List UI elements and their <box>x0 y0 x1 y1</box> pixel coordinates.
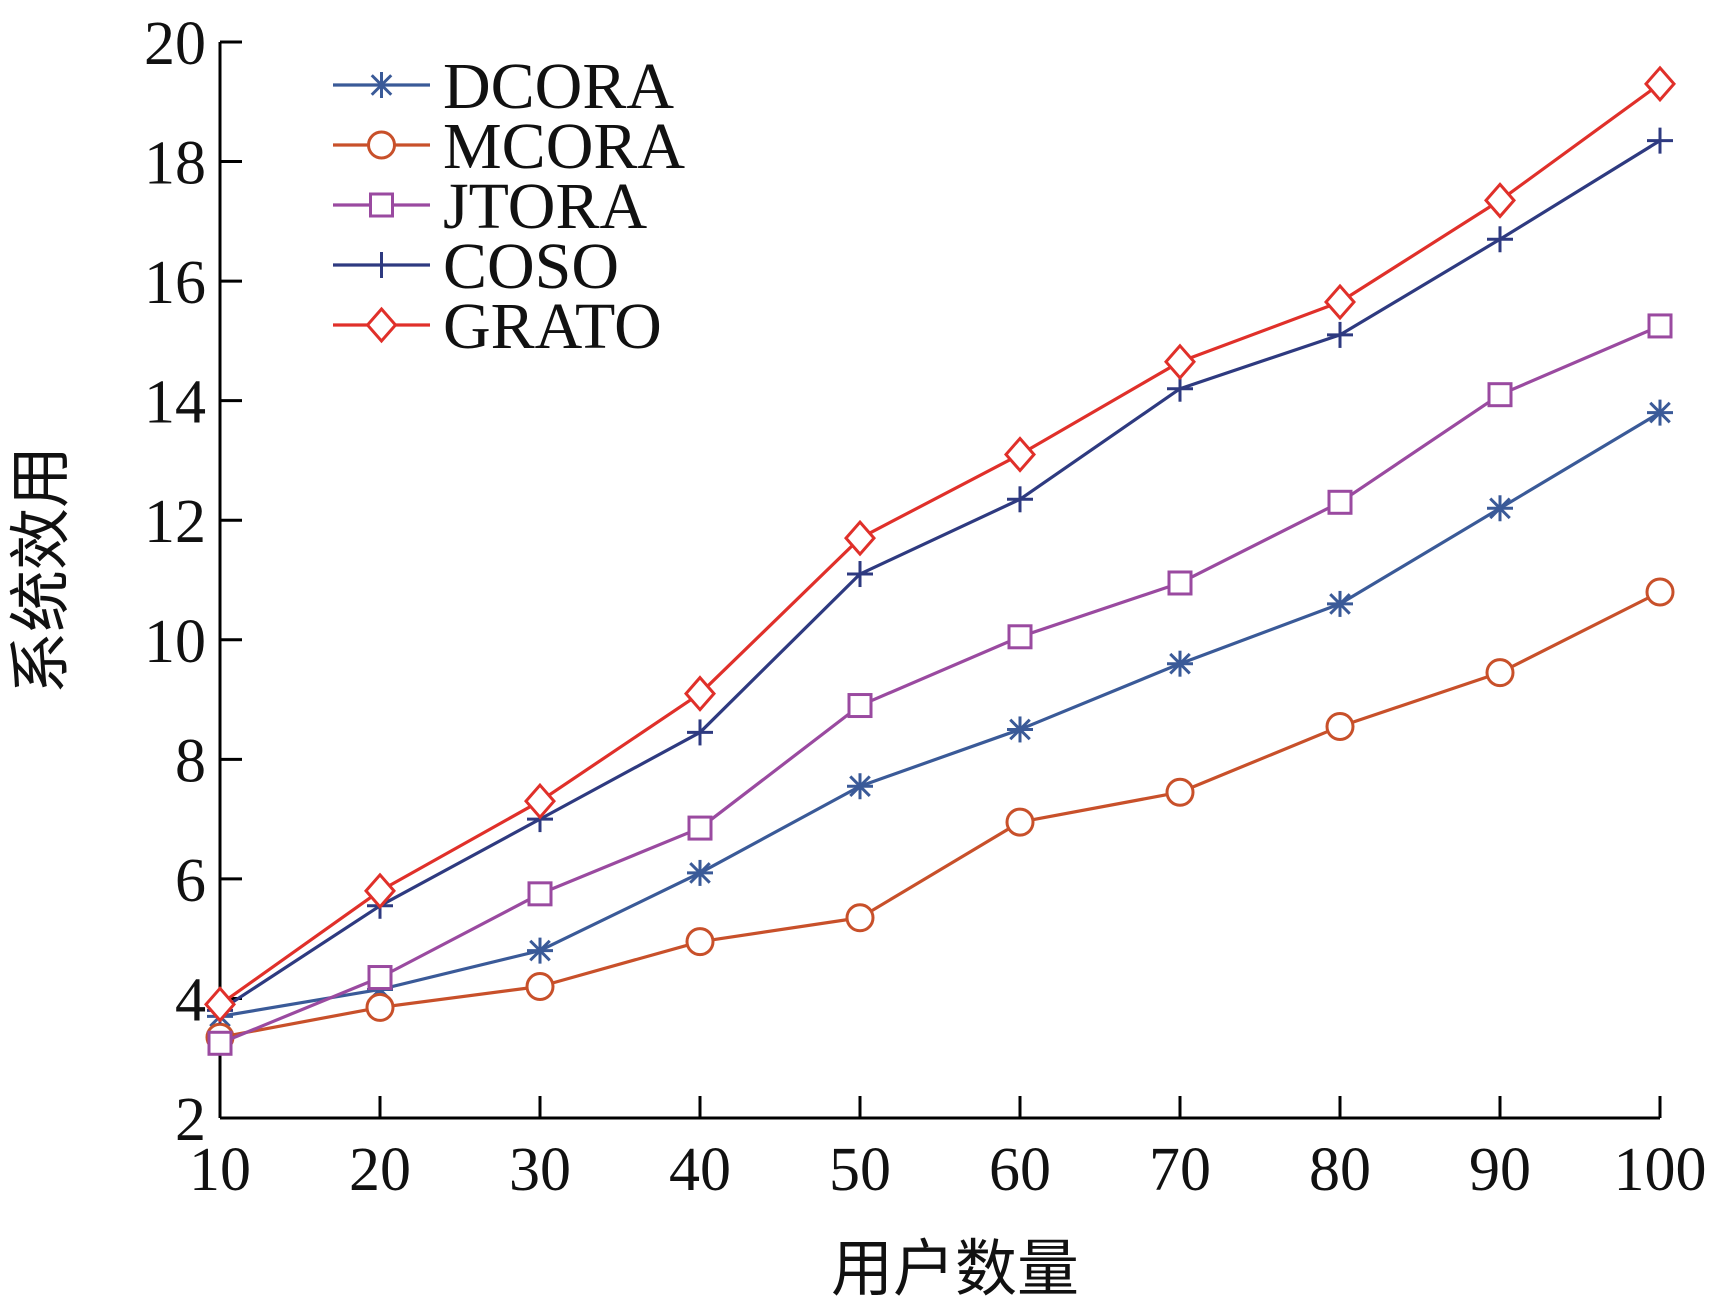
series-line-mcora <box>219 590 1661 1039</box>
y-tick-label: 10 <box>144 608 206 676</box>
y-tick-label: 8 <box>175 727 206 795</box>
data-point-grato <box>1324 283 1356 321</box>
data-point-dcora <box>1487 495 1513 522</box>
data-point-grato <box>1004 436 1036 473</box>
legend-label-jtora: JTORA <box>443 170 647 243</box>
y-tick-label: 18 <box>144 130 206 198</box>
data-point-jtora <box>527 881 553 907</box>
x-tick-label: 100 <box>1614 1136 1707 1204</box>
y-tick-label: 4 <box>175 966 206 1034</box>
data-point-dcora <box>1167 650 1193 677</box>
data-point-jtora <box>367 965 393 991</box>
y-tick-label: 6 <box>175 847 206 915</box>
x-tick-label: 30 <box>509 1136 571 1204</box>
y-tick-label: 2 <box>175 1086 206 1154</box>
legend-label-coso: COSO <box>443 230 619 303</box>
x-tick-label: 10 <box>189 1136 251 1204</box>
y-axis-label: 系统效用 <box>4 446 77 694</box>
data-point-grato <box>684 675 716 712</box>
data-point-grato <box>364 872 396 910</box>
data-point-coso <box>1647 127 1673 154</box>
data-point-coso <box>847 561 873 588</box>
x-tick-label: 40 <box>669 1136 731 1204</box>
data-point-mcora <box>1005 807 1035 837</box>
data-point-mcora <box>845 903 875 933</box>
data-point-grato <box>844 519 876 557</box>
data-point-mcora <box>1485 658 1515 688</box>
x-axis-label: 用户数量 <box>831 1232 1079 1302</box>
y-tick-label: 14 <box>144 369 206 437</box>
x-tick-label: 20 <box>349 1136 411 1204</box>
data-point-mcora <box>365 992 395 1022</box>
data-point-dcora <box>1327 590 1353 617</box>
data-point-jtora <box>687 815 713 841</box>
data-point-grato <box>204 986 236 1023</box>
axes: 2 4 6 8 10 12 14 16 18 20 10 20 30 40 50 60 70 80 90 100 <box>144 10 1707 1204</box>
data-point-jtora <box>207 1030 233 1056</box>
data-point-jtora <box>1487 382 1513 408</box>
data-point-dcora <box>1647 399 1673 426</box>
x-tick-label: 90 <box>1469 1136 1531 1204</box>
data-point-jtora <box>1327 489 1353 515</box>
legend-marker-dcora <box>368 72 395 98</box>
x-tick-label: 70 <box>1149 1136 1211 1204</box>
data-point-grato <box>524 782 556 820</box>
legend-label-mcora: MCORA <box>443 110 685 183</box>
legend-marker-grato <box>365 306 398 344</box>
data-point-grato <box>1484 182 1516 219</box>
data-point-dcora <box>847 773 873 800</box>
series-line-coso <box>219 139 1661 1012</box>
x-tick-label: 50 <box>829 1136 891 1204</box>
data-point-mcora <box>1165 777 1195 807</box>
y-tick-label: 20 <box>144 10 206 78</box>
data-point-mcora <box>685 927 715 957</box>
legend-marker-mcora <box>367 130 396 160</box>
data-point-jtora <box>1167 570 1193 596</box>
data-point-coso <box>1327 321 1353 348</box>
data-point-grato <box>1164 343 1196 381</box>
legend-label-grato: GRATO <box>443 290 662 363</box>
series-group <box>204 65 1676 1056</box>
x-tick-label: 80 <box>1309 1136 1371 1204</box>
legend-marker-jtora <box>369 192 394 218</box>
data-point-mcora <box>1645 577 1675 607</box>
data-point-mcora <box>525 971 555 1001</box>
data-point-dcora <box>1007 716 1033 743</box>
data-point-coso <box>687 719 713 746</box>
data-point-mcora <box>1325 711 1355 741</box>
legend-marker-coso <box>368 252 395 278</box>
data-point-coso <box>1487 226 1513 253</box>
data-point-dcora <box>687 859 713 886</box>
data-point-grato <box>1644 65 1676 103</box>
data-point-jtora <box>1007 624 1033 650</box>
data-point-jtora <box>847 693 873 719</box>
data-point-jtora <box>1647 313 1673 339</box>
x-tick-label: 60 <box>989 1136 1051 1204</box>
y-tick-label: 16 <box>144 249 206 317</box>
y-tick-label: 12 <box>144 488 206 556</box>
data-point-coso <box>1007 486 1033 513</box>
series-line-jtora <box>219 324 1661 1045</box>
series-line-dcora <box>219 411 1661 1018</box>
data-point-dcora <box>527 937 553 964</box>
series-line-grato <box>219 82 1661 1006</box>
legend-label-dcora: DCORA <box>443 50 674 123</box>
